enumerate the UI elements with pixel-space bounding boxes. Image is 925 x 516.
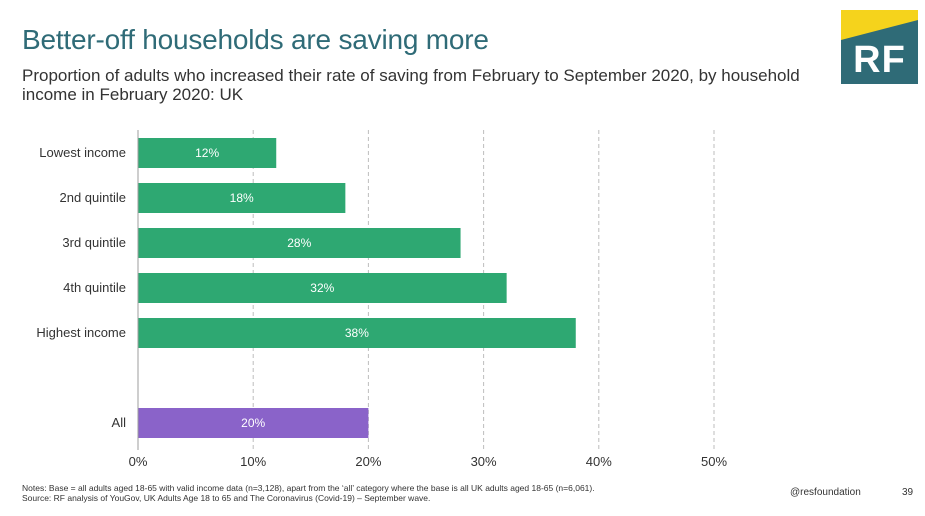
x-tick-label: 30% — [471, 454, 497, 469]
source-text: Source: RF analysis of YouGov, UK Adults… — [22, 493, 431, 503]
bar — [138, 228, 461, 258]
bar-value-label: 38% — [345, 326, 369, 340]
twitter-handle: @resfoundation — [790, 487, 861, 498]
x-tick-label: 40% — [586, 454, 612, 469]
category-label: 4th quintile — [63, 280, 126, 295]
bar — [138, 273, 507, 303]
notes-text: Notes: Base = all adults aged 18-65 with… — [22, 483, 595, 493]
category-label: 2nd quintile — [60, 190, 127, 205]
page-title: Better-off households are saving more — [22, 24, 489, 55]
bar — [138, 138, 277, 168]
category-label: Highest income — [36, 325, 126, 340]
rf-logo-shape — [841, 10, 918, 84]
notes-block: Notes: Base = all adults aged 18-65 with… — [22, 483, 782, 503]
bar-value-label: 28% — [287, 236, 311, 250]
x-tick-label: 20% — [355, 454, 381, 469]
rf-logo: RF — [841, 10, 918, 84]
bar-value-label: 12% — [195, 146, 219, 160]
category-label: 3rd quintile — [62, 235, 126, 250]
bar — [138, 408, 369, 438]
bar-value-label: 20% — [241, 416, 265, 430]
bar — [138, 183, 346, 213]
x-tick-label: 50% — [701, 454, 727, 469]
bar-chart: 12% Lowest income 18% 2nd quintile 28% 3rd qu… — [36, 130, 727, 469]
category-label: All — [112, 415, 127, 430]
category-label: Lowest income — [39, 145, 126, 160]
bar-value-label: 32% — [310, 281, 334, 295]
bar — [138, 318, 576, 348]
x-tick-label: 0% — [129, 454, 148, 469]
page-number: 39 — [902, 487, 914, 498]
x-tick-label: 10% — [240, 454, 266, 469]
page-subtitle: Proportion of adults who increased their… — [22, 66, 800, 104]
bar-value-label: 18% — [230, 191, 254, 205]
rf-logo-text: RF — [853, 39, 906, 81]
